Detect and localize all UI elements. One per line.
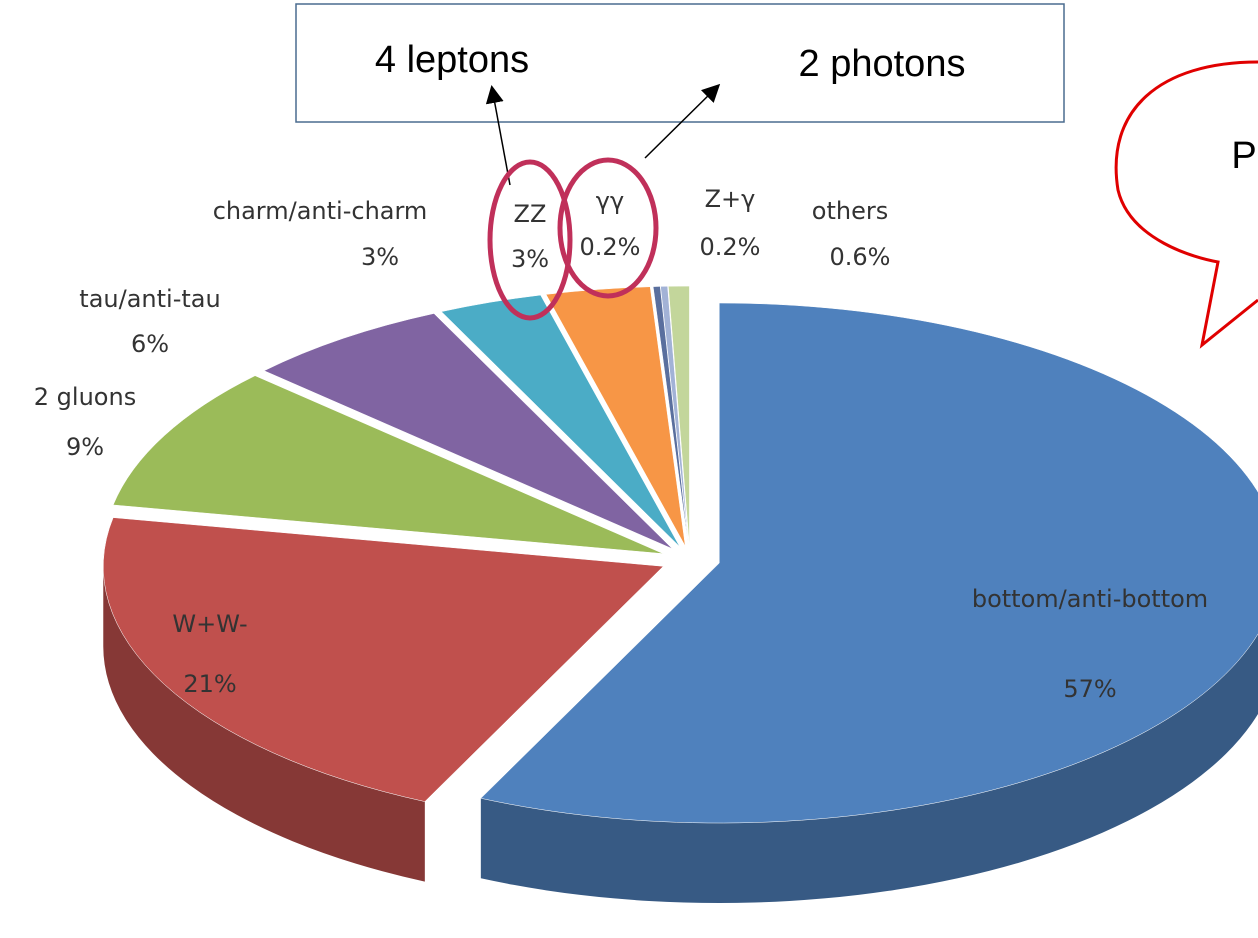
pie [103, 285, 1258, 904]
value-label: 0.6% [830, 243, 891, 271]
arrow [485, 85, 511, 186]
value-label: 3% [361, 243, 399, 271]
value-label: 9% [66, 433, 104, 461]
annotation-box [295, 3, 1065, 123]
slice-label: γγ [596, 187, 624, 215]
annotation: 2 photons [799, 43, 966, 85]
slice [112, 375, 664, 554]
value-label: 57% [1063, 675, 1116, 703]
value-label: 21% [183, 670, 236, 698]
slice-label: charm/anti-charm [213, 197, 428, 225]
highlight-ring [487, 159, 573, 321]
slice-label: others [812, 197, 888, 225]
slice [668, 285, 690, 547]
value-label: 3% [511, 245, 549, 273]
annotation: 4 leptons [375, 39, 529, 81]
slice [545, 286, 686, 547]
slice-label: W+W- [172, 610, 247, 638]
speech-bubble [1114, 60, 1258, 349]
slice [263, 313, 673, 549]
highlight-ring [557, 157, 659, 299]
value-label: 0.2% [700, 233, 761, 261]
slice-label: bottom/anti-bottom [972, 585, 1208, 613]
slice-label: tau/anti-tau [79, 285, 220, 313]
slice [440, 294, 681, 548]
slice-side [480, 634, 1258, 904]
slice-label: Z+γ [705, 185, 756, 213]
value-label: 0.2% [580, 233, 641, 261]
arrow [644, 83, 721, 159]
slice-label: 2 gluons [34, 383, 136, 411]
slice [660, 286, 689, 547]
slice-labels: bottom/anti-bottom 57% W+W- 21% 2 gluons 9% ta… [34, 185, 1208, 703]
slice-label: ZZ [514, 200, 547, 228]
slice-side [103, 566, 425, 882]
annotation: P [1231, 135, 1256, 177]
slice [480, 302, 1258, 824]
slice [652, 286, 689, 547]
slice [103, 517, 664, 802]
value-label: 6% [131, 330, 169, 358]
